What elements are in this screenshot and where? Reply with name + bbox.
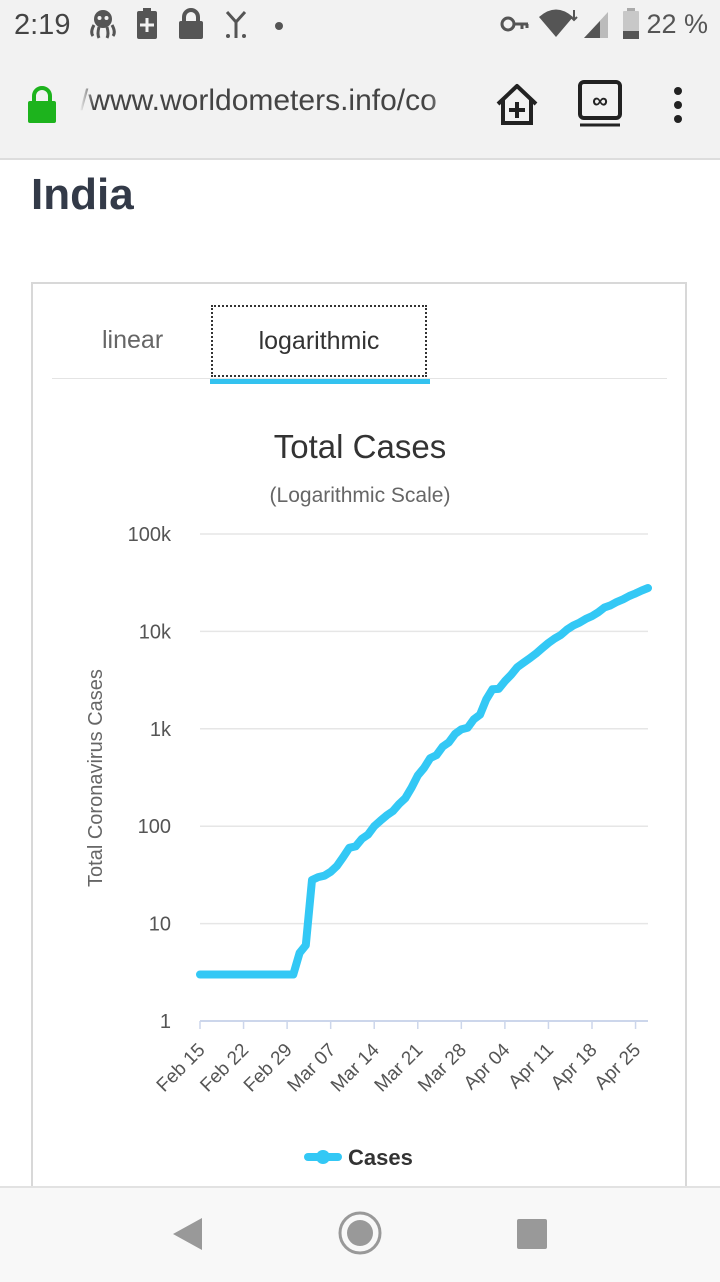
tab-logarithmic[interactable]: logarithmic: [211, 305, 427, 377]
x-tick-label: Mar 28: [414, 1040, 471, 1097]
dot-icon: [274, 18, 284, 36]
chart-title: Total Cases: [274, 428, 446, 465]
browser-toolbar: /www.worldometers.info/co ∞: [0, 50, 720, 160]
y-tick-label: 1k: [150, 719, 172, 741]
signal-icon: [582, 8, 610, 45]
wifi-icon: [538, 8, 578, 45]
url-field[interactable]: /www.worldometers.info/co: [80, 84, 475, 126]
tab-linear[interactable]: linear: [102, 326, 164, 354]
legend-marker-cases: [316, 1150, 330, 1164]
x-tick-label: Feb 15: [153, 1040, 210, 1097]
url-text: /www.worldometers.info/co: [80, 84, 437, 117]
padlock-icon[interactable]: [26, 86, 58, 129]
key-icon: [500, 12, 530, 41]
lock-icon: [178, 8, 204, 45]
tab-switcher-icon[interactable]: ∞: [578, 80, 622, 133]
y-tick-label: 100: [138, 816, 171, 838]
status-bar: 2:19: [0, 0, 720, 50]
active-tab-indicator: [210, 379, 430, 384]
x-tick-label: Mar 14: [327, 1039, 384, 1096]
battery-percentage: 22 %: [646, 9, 708, 39]
y-tick-label: 100k: [128, 524, 172, 546]
status-time: 2:19: [14, 9, 71, 41]
recents-icon[interactable]: [516, 1218, 548, 1255]
chart-subtitle: (Logarithmic Scale): [270, 484, 451, 507]
y-axis-label: Total Coronavirus Cases: [85, 669, 107, 887]
x-tick-label: Feb 22: [196, 1040, 253, 1097]
back-icon[interactable]: [170, 1216, 204, 1257]
y-tick-label: 10: [149, 914, 171, 936]
legend-label-cases: Cases: [348, 1145, 413, 1170]
chart-card: [31, 282, 687, 1202]
y-tick-label: 1: [160, 1011, 171, 1033]
octopus-icon: [88, 8, 118, 45]
y-tick-label: 10k: [139, 621, 172, 643]
tab-logarithmic-label: logarithmic: [258, 326, 380, 355]
svg-text:∞: ∞: [592, 88, 608, 113]
x-tick-label: Apr 11: [505, 1040, 558, 1093]
home-add-icon[interactable]: [494, 82, 540, 133]
home-icon[interactable]: [337, 1210, 383, 1261]
x-tick-label: Apr 18: [547, 1040, 601, 1094]
total-cases-chart: Total Cases (Logarithmic Scale) Total Co…: [85, 428, 652, 1170]
battery-icon: [622, 8, 640, 45]
x-tick-label: Mar 07: [284, 1040, 341, 1097]
tab-divider: [52, 378, 667, 379]
x-tick-label: Mar 21: [371, 1040, 428, 1097]
battery-saver-icon: [136, 8, 158, 45]
navigation-bar: [0, 1186, 720, 1282]
overflow-menu-icon[interactable]: [672, 86, 684, 129]
x-tick-label: Feb 29: [240, 1040, 297, 1097]
x-tick-label: Apr 04: [460, 1039, 515, 1094]
x-tick-label: Apr 25: [591, 1040, 645, 1094]
antenna-icon: [224, 8, 248, 45]
legend[interactable]: Cases: [304, 1145, 413, 1170]
page-title: India: [31, 170, 134, 219]
series-line-cases: [196, 584, 652, 979]
